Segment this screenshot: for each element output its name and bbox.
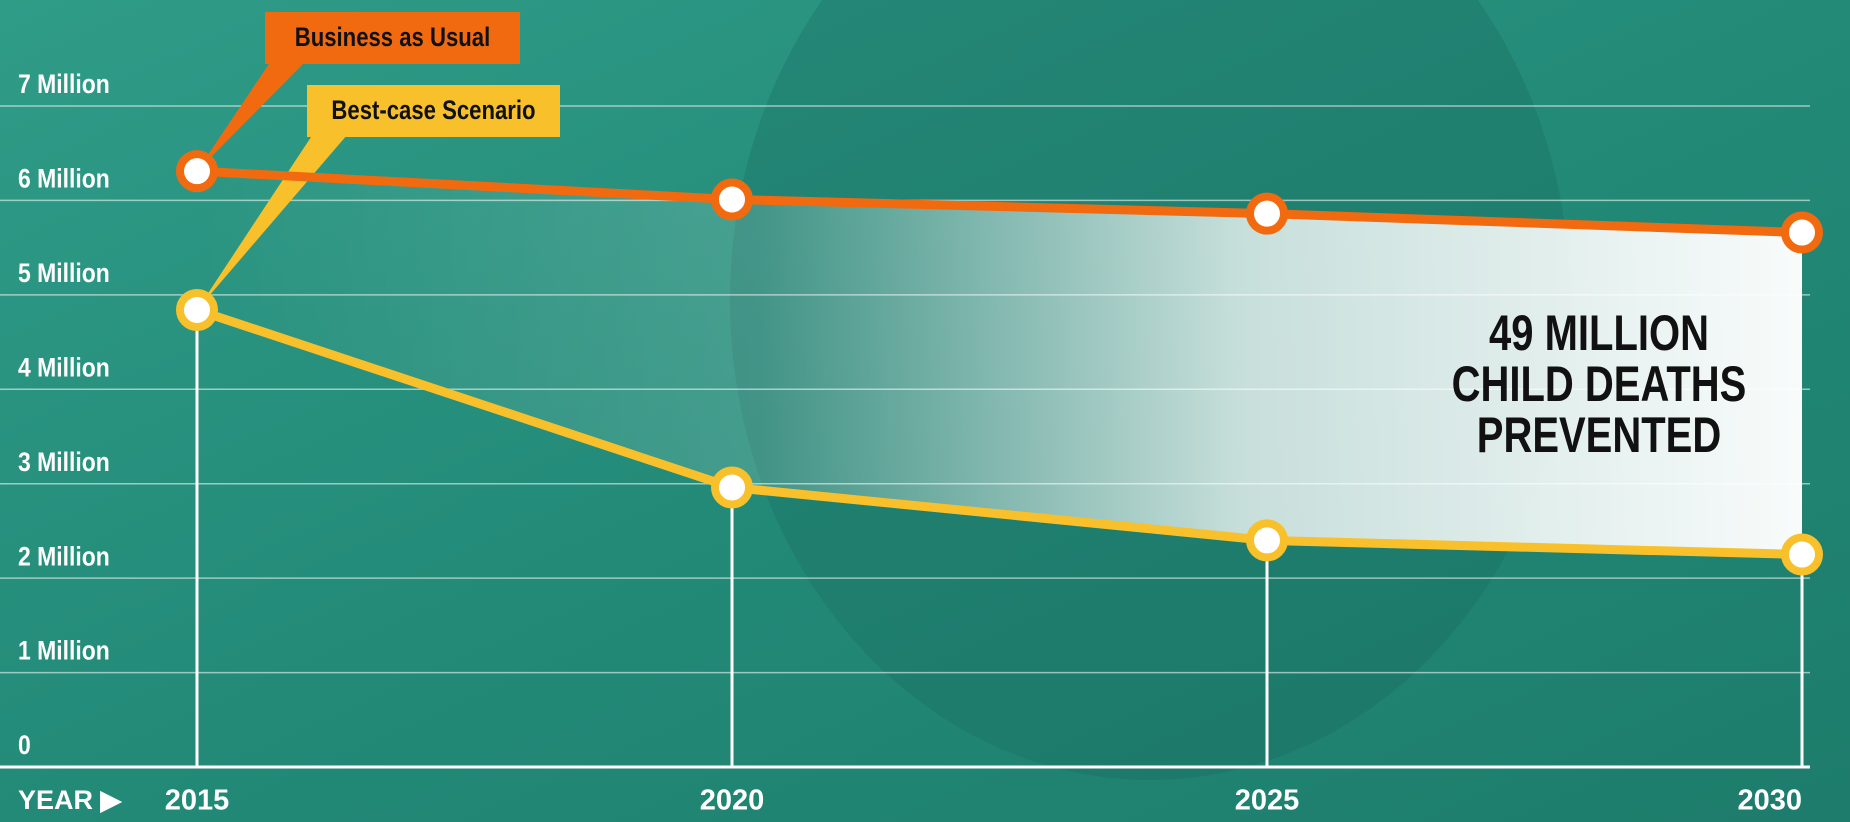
y-tick-label: 2 Million	[18, 542, 110, 572]
chart: 0 1 Million 2 Million 3 Million 4 Million 5 M…	[0, 0, 1850, 822]
data-point	[1250, 523, 1284, 557]
x-tick-label: 2030	[1737, 785, 1802, 817]
x-tick-label: 2025	[1235, 785, 1300, 817]
data-point	[1250, 197, 1284, 231]
data-point	[1785, 216, 1819, 250]
data-point	[180, 293, 214, 327]
y-tick-label: 0	[18, 730, 31, 760]
y-tick-label: 3 Million	[18, 447, 110, 477]
data-point	[180, 154, 214, 188]
data-point	[715, 470, 749, 504]
y-tick-label: 5 Million	[18, 258, 110, 288]
y-tick-label: 6 Million	[18, 164, 110, 194]
x-tick-label: 2020	[700, 785, 765, 817]
x-axis-label: YEAR ▶	[18, 785, 123, 815]
annotation: CHILD DEATHS	[1452, 356, 1747, 412]
annotation: PREVENTED	[1477, 407, 1721, 463]
annotation: 49 MILLION	[1489, 305, 1709, 361]
y-tick-label: 1 Million	[18, 636, 110, 666]
legend-label: Business as Usual	[295, 23, 491, 53]
data-point	[715, 182, 749, 216]
legend-label: Best-case Scenario	[331, 96, 535, 126]
y-tick-label: 7 Million	[18, 69, 110, 99]
data-point	[1785, 538, 1819, 572]
page: {"chart_data": {"type": "line", "x": [20…	[0, 0, 1850, 822]
x-tick-label: 2015	[165, 785, 230, 817]
y-tick-label: 4 Million	[18, 353, 110, 383]
